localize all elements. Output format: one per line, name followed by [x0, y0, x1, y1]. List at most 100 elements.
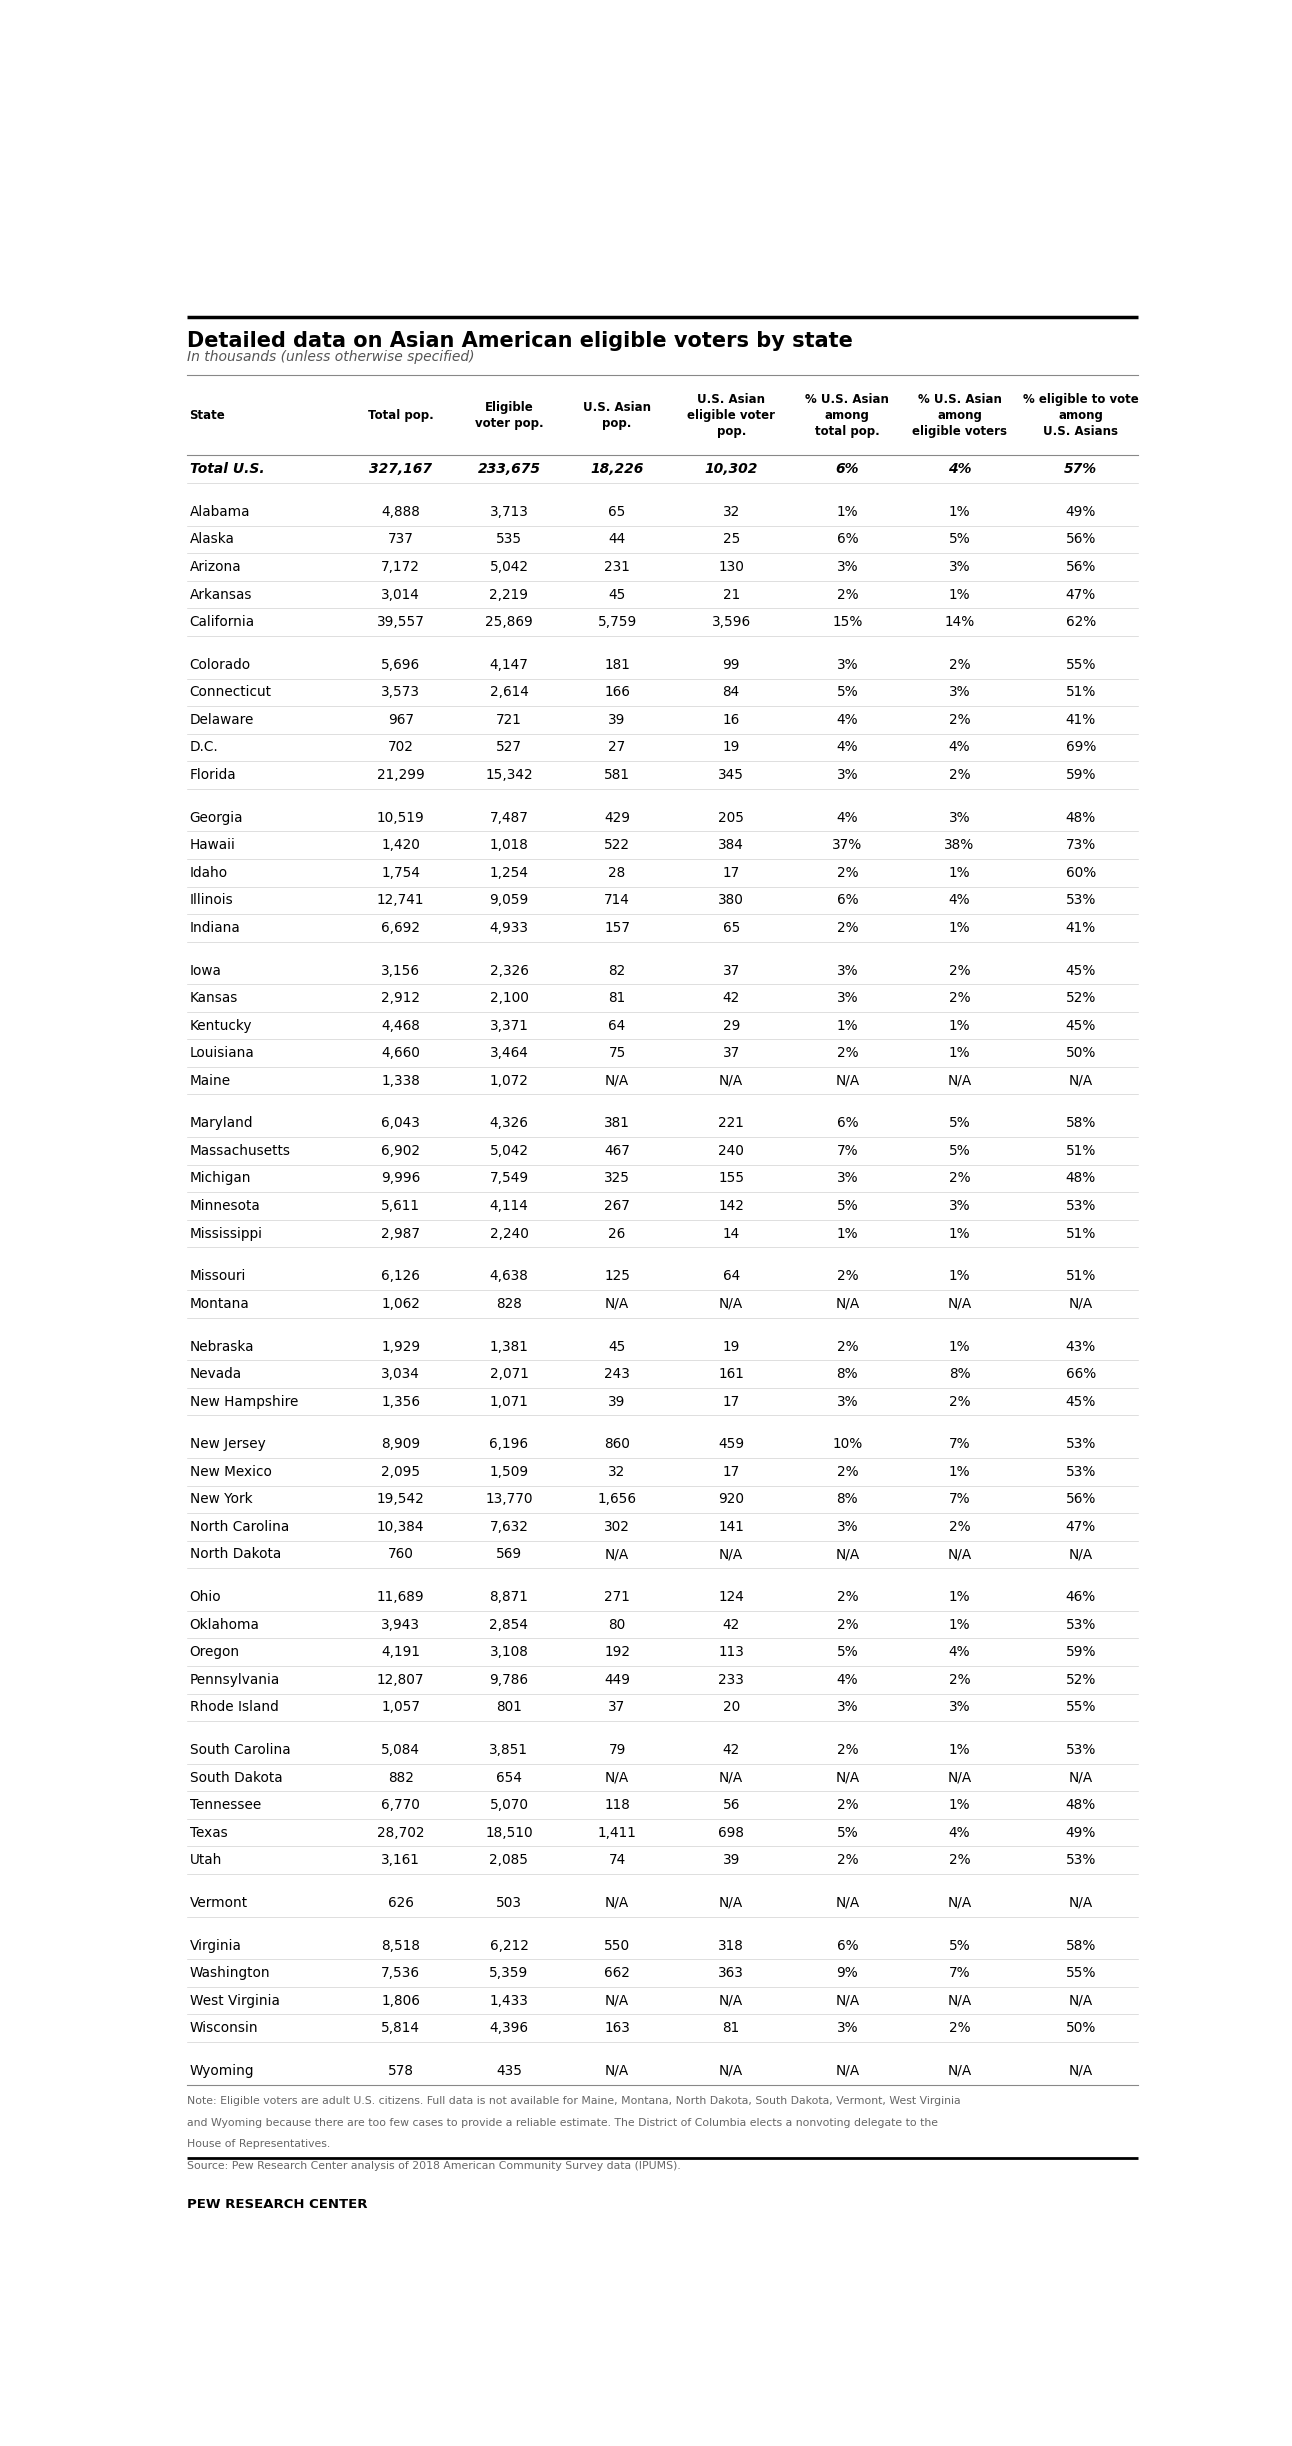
Text: 2%: 2% — [948, 1854, 970, 1866]
Text: 18,510: 18,510 — [484, 1825, 532, 1839]
Text: 3,108: 3,108 — [490, 1646, 528, 1658]
Text: State: State — [190, 408, 225, 421]
Text: Indiana: Indiana — [190, 920, 240, 934]
Text: 50%: 50% — [1066, 2020, 1096, 2035]
Text: 15,342: 15,342 — [484, 768, 532, 783]
Text: Montana: Montana — [190, 1296, 249, 1311]
Text: 5,042: 5,042 — [490, 560, 528, 575]
Text: Maine: Maine — [190, 1074, 231, 1088]
Text: 3,464: 3,464 — [490, 1047, 528, 1059]
Text: 53%: 53% — [1066, 1744, 1096, 1756]
Text: 3%: 3% — [837, 1394, 858, 1409]
Text: 51%: 51% — [1066, 685, 1096, 700]
Text: 2%: 2% — [948, 1172, 970, 1186]
Text: 920: 920 — [718, 1492, 744, 1507]
Text: 55%: 55% — [1066, 1967, 1096, 1981]
Text: 10%: 10% — [832, 1438, 863, 1450]
Text: 4%: 4% — [837, 1673, 858, 1688]
Text: Minnesota: Minnesota — [190, 1199, 260, 1213]
Text: 302: 302 — [605, 1519, 630, 1534]
Text: % U.S. Asian
among
eligible voters: % U.S. Asian among eligible voters — [912, 391, 1006, 438]
Text: 4,147: 4,147 — [490, 658, 528, 673]
Text: 84: 84 — [722, 685, 740, 700]
Text: N/A: N/A — [835, 2064, 859, 2079]
Text: 503: 503 — [496, 1896, 522, 1910]
Text: 4,396: 4,396 — [490, 2020, 528, 2035]
Text: 16: 16 — [722, 712, 740, 726]
Text: Utah: Utah — [190, 1854, 222, 1866]
Text: 41%: 41% — [1066, 920, 1096, 934]
Text: 3,713: 3,713 — [490, 504, 528, 519]
Text: 51%: 51% — [1066, 1225, 1096, 1240]
Text: 142: 142 — [718, 1199, 744, 1213]
Text: 49%: 49% — [1066, 504, 1096, 519]
Text: 4%: 4% — [948, 462, 972, 477]
Text: N/A: N/A — [947, 2064, 972, 2079]
Text: 53%: 53% — [1066, 1438, 1096, 1450]
Text: 1,433: 1,433 — [490, 1993, 528, 2008]
Text: Idaho: Idaho — [190, 866, 227, 881]
Text: 1%: 1% — [837, 1018, 858, 1032]
Text: 1,381: 1,381 — [490, 1340, 528, 1353]
Text: Wisconsin: Wisconsin — [190, 2020, 258, 2035]
Text: 626: 626 — [388, 1896, 413, 1910]
Text: 1,071: 1,071 — [490, 1394, 528, 1409]
Text: Maryland: Maryland — [190, 1115, 253, 1130]
Text: N/A: N/A — [1068, 1896, 1093, 1910]
Text: 5,696: 5,696 — [381, 658, 420, 673]
Text: 1%: 1% — [948, 1340, 970, 1353]
Text: D.C.: D.C. — [190, 741, 218, 753]
Text: 1,018: 1,018 — [490, 839, 528, 851]
Text: 231: 231 — [605, 560, 630, 575]
Text: 2%: 2% — [837, 866, 858, 881]
Text: Iowa: Iowa — [190, 964, 221, 978]
Text: 1,072: 1,072 — [490, 1074, 528, 1088]
Text: 325: 325 — [605, 1172, 630, 1186]
Text: 3%: 3% — [837, 658, 858, 673]
Text: 4%: 4% — [948, 893, 970, 907]
Text: 2,240: 2,240 — [490, 1225, 528, 1240]
Text: 1%: 1% — [948, 1798, 970, 1812]
Text: U.S. Asian
pop.: U.S. Asian pop. — [583, 401, 651, 430]
Text: 55%: 55% — [1066, 658, 1096, 673]
Text: 8%: 8% — [948, 1367, 970, 1382]
Text: 19: 19 — [722, 1340, 740, 1353]
Text: 3,596: 3,596 — [712, 614, 751, 629]
Text: 4,638: 4,638 — [490, 1269, 528, 1284]
Text: N/A: N/A — [605, 2064, 629, 2079]
Text: 99: 99 — [722, 658, 740, 673]
Text: 737: 737 — [388, 533, 413, 545]
Text: House of Representatives.: House of Representatives. — [186, 2140, 329, 2150]
Text: N/A: N/A — [947, 1074, 972, 1088]
Text: 449: 449 — [605, 1673, 630, 1688]
Text: 14%: 14% — [944, 614, 974, 629]
Text: 39: 39 — [609, 1394, 625, 1409]
Text: 74: 74 — [609, 1854, 625, 1866]
Text: Total U.S.: Total U.S. — [190, 462, 264, 477]
Text: 2,854: 2,854 — [490, 1617, 528, 1631]
Text: Missouri: Missouri — [190, 1269, 245, 1284]
Text: 3%: 3% — [948, 685, 970, 700]
Text: 2,326: 2,326 — [490, 964, 528, 978]
Text: Mississippi: Mississippi — [190, 1225, 262, 1240]
Text: 13,770: 13,770 — [486, 1492, 532, 1507]
Text: 9%: 9% — [836, 1967, 858, 1981]
Text: 80: 80 — [609, 1617, 625, 1631]
Text: 141: 141 — [718, 1519, 744, 1534]
Text: 3%: 3% — [837, 1519, 858, 1534]
Text: 3%: 3% — [837, 1172, 858, 1186]
Text: Arizona: Arizona — [190, 560, 242, 575]
Text: 10,302: 10,302 — [704, 462, 758, 477]
Text: N/A: N/A — [835, 1548, 859, 1561]
Text: 2%: 2% — [837, 587, 858, 602]
Text: 81: 81 — [722, 2020, 740, 2035]
Text: 59%: 59% — [1066, 768, 1096, 783]
Text: New Hampshire: New Hampshire — [190, 1394, 298, 1409]
Text: 2%: 2% — [837, 1340, 858, 1353]
Text: 271: 271 — [605, 1590, 630, 1605]
Text: 25,869: 25,869 — [484, 614, 532, 629]
Text: 11,689: 11,689 — [377, 1590, 425, 1605]
Text: 3%: 3% — [837, 1700, 858, 1715]
Text: 6%: 6% — [837, 1940, 858, 1952]
Text: 48%: 48% — [1066, 810, 1096, 824]
